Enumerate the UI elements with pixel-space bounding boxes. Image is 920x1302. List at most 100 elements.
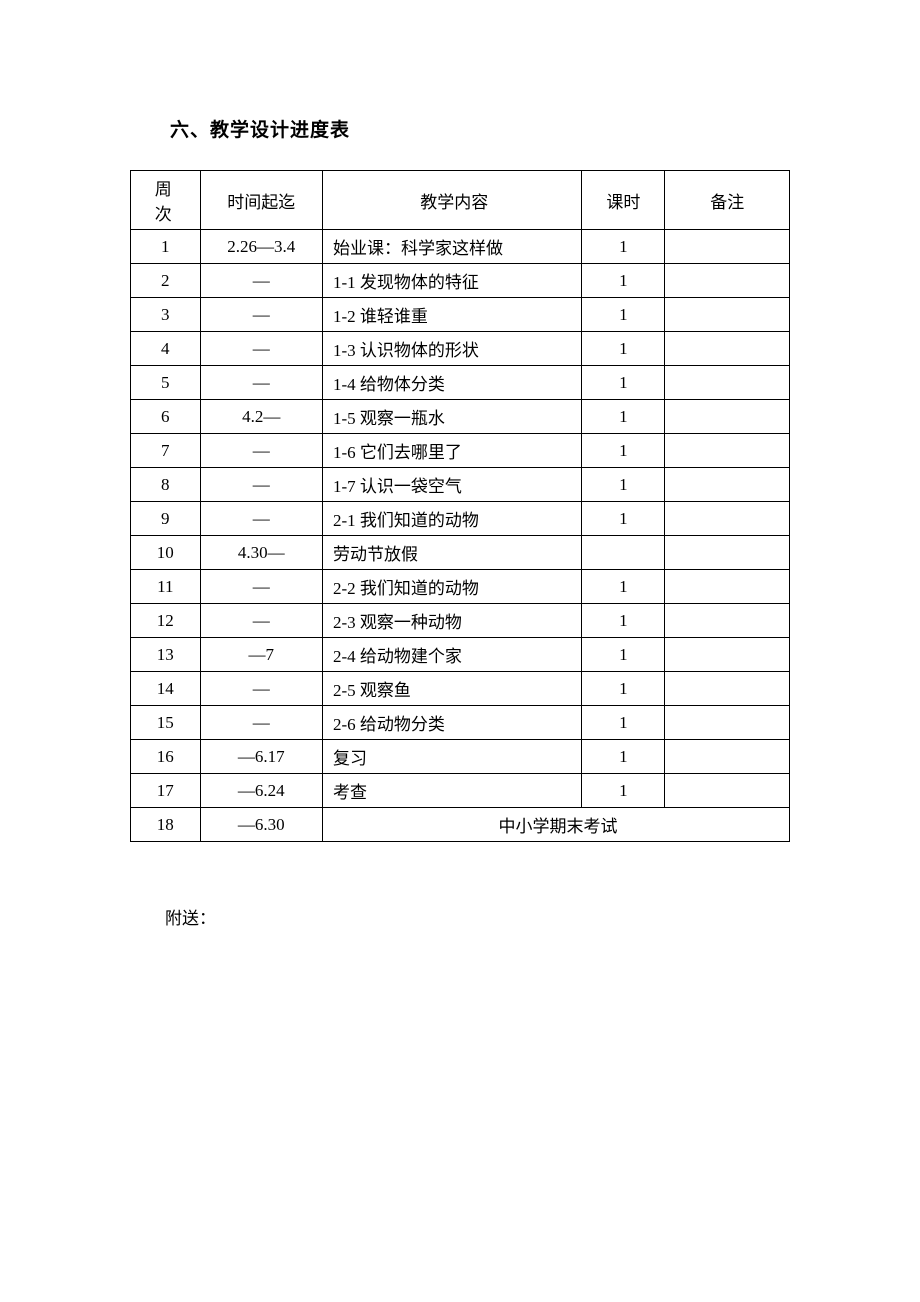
cell-notes — [665, 604, 790, 638]
cell-notes — [665, 366, 790, 400]
cell-week: 6 — [131, 400, 201, 434]
cell-hours: 1 — [582, 672, 665, 706]
cell-week: 11 — [131, 570, 201, 604]
cell-content: 2-2 我们知道的动物 — [322, 570, 581, 604]
table-row: 15—2-6 给动物分类1 — [131, 706, 790, 740]
cell-content: 1-1 发现物体的特征 — [322, 264, 581, 298]
cell-week: 16 — [131, 740, 201, 774]
cell-time: —7 — [200, 638, 322, 672]
cell-notes — [665, 264, 790, 298]
cell-time: — — [200, 604, 322, 638]
cell-week: 5 — [131, 366, 201, 400]
table-row: 9—2-1 我们知道的动物1 — [131, 502, 790, 536]
table-row: 18—6.30中小学期末考试 — [131, 808, 790, 842]
cell-hours: 1 — [582, 570, 665, 604]
table-row: 14—2-5 观察鱼1 — [131, 672, 790, 706]
table-row: 4—1-3 认识物体的形状1 — [131, 332, 790, 366]
cell-week: 17 — [131, 774, 201, 808]
cell-hours — [582, 536, 665, 570]
header-content: 教学内容 — [322, 171, 581, 230]
cell-notes — [665, 536, 790, 570]
cell-week: 18 — [131, 808, 201, 842]
table-row: 64.2—1-5 观察一瓶水1 — [131, 400, 790, 434]
table-row: 12.26—3.4始业课：科学家这样做1 — [131, 230, 790, 264]
table-row: 3—1-2 谁轻谁重1 — [131, 298, 790, 332]
cell-time: — — [200, 570, 322, 604]
cell-notes — [665, 468, 790, 502]
cell-content: 2-5 观察鱼 — [322, 672, 581, 706]
cell-notes — [665, 332, 790, 366]
cell-week: 7 — [131, 434, 201, 468]
schedule-table: 周次 时间起迄 教学内容 课时 备注 12.26—3.4始业课：科学家这样做12… — [130, 170, 790, 842]
cell-notes — [665, 706, 790, 740]
cell-notes — [665, 740, 790, 774]
cell-time: — — [200, 298, 322, 332]
table-row: 17—6.24考查1 — [131, 774, 790, 808]
cell-week: 13 — [131, 638, 201, 672]
cell-content: 2-3 观察一种动物 — [322, 604, 581, 638]
cell-time: 2.26—3.4 — [200, 230, 322, 264]
footer-text: 附送： — [165, 904, 790, 929]
cell-content: 始业课：科学家这样做 — [322, 230, 581, 264]
cell-hours: 1 — [582, 366, 665, 400]
cell-content: 考查 — [322, 774, 581, 808]
cell-time: — — [200, 672, 322, 706]
cell-time: —6.17 — [200, 740, 322, 774]
cell-hours: 1 — [582, 298, 665, 332]
header-time: 时间起迄 — [200, 171, 322, 230]
cell-week: 14 — [131, 672, 201, 706]
cell-time: 4.2— — [200, 400, 322, 434]
header-week: 周次 — [131, 171, 201, 230]
cell-hours: 1 — [582, 264, 665, 298]
cell-content: 1-6 它们去哪里了 — [322, 434, 581, 468]
cell-week: 8 — [131, 468, 201, 502]
table-header-row: 周次 时间起迄 教学内容 课时 备注 — [131, 171, 790, 230]
cell-content: 1-3 认识物体的形状 — [322, 332, 581, 366]
cell-time: — — [200, 434, 322, 468]
cell-notes — [665, 400, 790, 434]
table-row: 7—1-6 它们去哪里了1 — [131, 434, 790, 468]
cell-week: 10 — [131, 536, 201, 570]
cell-content: 2-6 给动物分类 — [322, 706, 581, 740]
cell-hours: 1 — [582, 604, 665, 638]
cell-week: 9 — [131, 502, 201, 536]
cell-week: 12 — [131, 604, 201, 638]
table-row: 13—72-4 给动物建个家1 — [131, 638, 790, 672]
cell-hours: 1 — [582, 774, 665, 808]
cell-time: —6.24 — [200, 774, 322, 808]
cell-week: 2 — [131, 264, 201, 298]
cell-time: — — [200, 366, 322, 400]
table-row: 2—1-1 发现物体的特征1 — [131, 264, 790, 298]
cell-time: 4.30— — [200, 536, 322, 570]
table-row: 12—2-3 观察一种动物1 — [131, 604, 790, 638]
cell-notes — [665, 774, 790, 808]
section-title: 六、教学设计进度表 — [170, 115, 790, 142]
cell-week: 3 — [131, 298, 201, 332]
cell-hours: 1 — [582, 468, 665, 502]
cell-hours: 1 — [582, 638, 665, 672]
cell-hours: 1 — [582, 706, 665, 740]
cell-content: 2-4 给动物建个家 — [322, 638, 581, 672]
cell-hours: 1 — [582, 230, 665, 264]
cell-merged-content: 中小学期末考试 — [322, 808, 789, 842]
cell-time: — — [200, 332, 322, 366]
cell-notes — [665, 570, 790, 604]
header-notes: 备注 — [665, 171, 790, 230]
cell-notes — [665, 502, 790, 536]
cell-time: — — [200, 468, 322, 502]
cell-week: 1 — [131, 230, 201, 264]
cell-content: 2-1 我们知道的动物 — [322, 502, 581, 536]
cell-hours: 1 — [582, 400, 665, 434]
cell-notes — [665, 434, 790, 468]
table-row: 5—1-4 给物体分类1 — [131, 366, 790, 400]
cell-hours: 1 — [582, 502, 665, 536]
cell-week: 15 — [131, 706, 201, 740]
cell-content: 复习 — [322, 740, 581, 774]
cell-week: 4 — [131, 332, 201, 366]
cell-time: — — [200, 264, 322, 298]
cell-time: — — [200, 502, 322, 536]
cell-content: 1-2 谁轻谁重 — [322, 298, 581, 332]
cell-hours: 1 — [582, 434, 665, 468]
table-row: 104.30—劳动节放假 — [131, 536, 790, 570]
cell-notes — [665, 230, 790, 264]
